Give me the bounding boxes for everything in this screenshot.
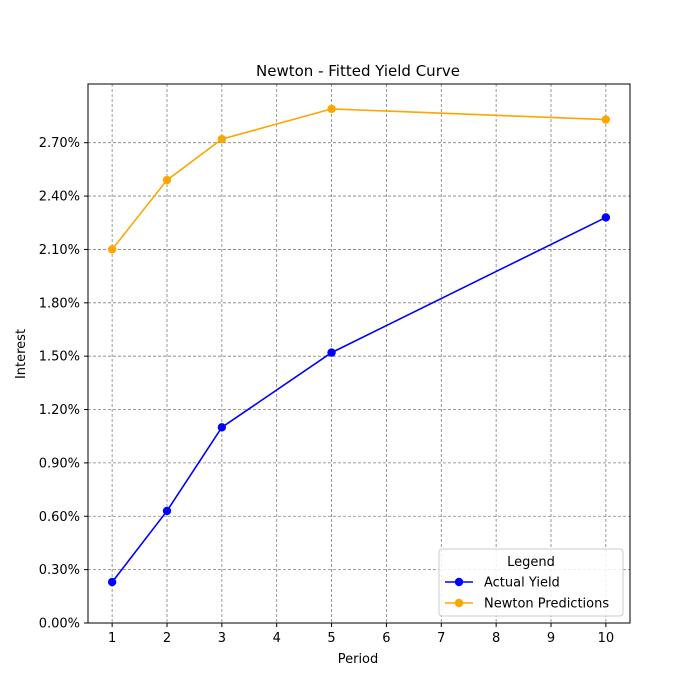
x-tick-label: 8 [492,631,500,646]
y-tick-label: 2.40% [39,190,80,205]
x-tick-label: 5 [327,631,335,646]
y-tick-label: 2.70% [39,136,80,151]
y-tick-label: 2.10% [39,243,80,258]
y-axis-label: Interest [14,329,29,379]
y-tick-label: 0.60% [39,510,80,525]
actual-yield-legend-label: Actual Yield [484,576,560,591]
x-tick-label: 1 [108,631,116,646]
actual-yield-point [327,348,336,357]
chart-title: Newton - Fitted Yield Curve [256,62,460,80]
actual-yield-legend-marker [454,577,464,587]
legend-title: Legend [507,555,555,570]
actual-yield-point [162,506,172,516]
newton-predictions-point [107,245,117,254]
x-tick-label: 7 [437,631,445,646]
x-axis-ticks: 1 2 3 4 5 6 7 8 9 10 [108,623,614,646]
newton-predictions-legend-label: Newton Predictions [484,597,609,612]
series-layer [107,104,611,587]
newton-predictions-point [327,104,336,114]
x-axis-label: Period [338,652,379,667]
y-tick-label: 1.20% [39,403,80,418]
grid-lines [88,84,630,624]
x-tick-label: 4 [273,631,281,646]
newton-predictions-legend-marker [454,598,464,608]
y-axis-ticks: 0.00% 0.30% 0.60% 0.90% 1.20% 1.50% 1.80% 2.10%… [39,136,88,632]
x-tick-label: 6 [382,631,390,646]
y-tick-label: 0.90% [39,456,80,471]
actual-yield-point [601,213,611,222]
x-tick-label: 9 [547,631,555,646]
y-tick-label: 0.30% [39,563,80,578]
y-tick-label: 0.00% [39,617,80,632]
actual-yield-point [107,577,117,587]
legend: Legend Actual Yield Newton Predictions [438,548,624,617]
legend-box [438,548,624,617]
newton-predictions-point [162,175,172,185]
y-tick-label: 1.50% [39,350,80,365]
y-tick-label: 1.80% [39,296,80,311]
x-tick-label: 3 [218,631,226,646]
newton-predictions-point [217,134,227,144]
newton-predictions-point [601,115,611,124]
x-tick-label: 10 [598,631,615,646]
x-tick-label: 2 [163,631,171,646]
plot-area-frame [87,83,631,624]
actual-yield-point [217,423,227,432]
